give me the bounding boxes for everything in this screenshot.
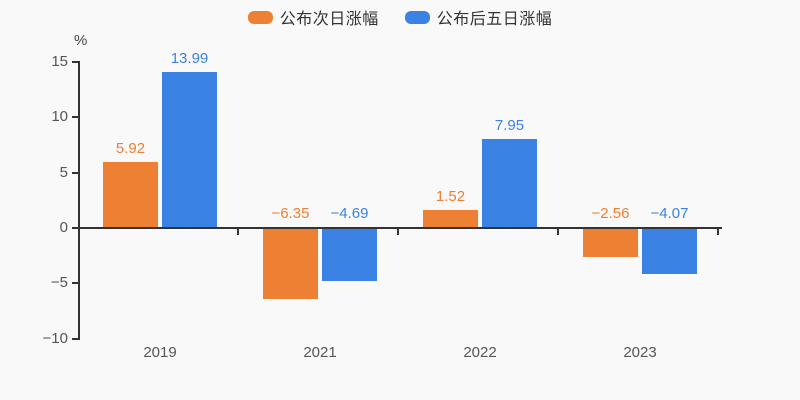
bar-value-label: −4.07 [650,205,689,222]
y-axis-tick-label: −5 [50,274,68,292]
y-axis-line [78,60,80,340]
bar-value-label: −4.69 [330,205,369,222]
x-axis-tick [557,229,559,235]
y-axis-tick [72,171,78,174]
x-axis-line [78,227,722,229]
x-axis-tick [237,229,239,235]
legend-swatch-orange-icon [247,10,273,24]
x-axis-tick [717,229,719,235]
legend-item-next-day-change[interactable]: 公布次日涨幅 [247,5,379,29]
y-axis-tick-label: 15 [51,52,68,70]
bar-公布后五日涨幅-2022 [482,139,537,227]
bar-value-label: 5.92 [115,139,146,157]
y-axis-tick [72,282,78,285]
bar-公布后五日涨幅-2019 [162,72,217,227]
bar-公布后五日涨幅-2021 [322,229,377,281]
bar-公布次日涨幅-2022 [423,210,478,227]
legend-item-five-day-change[interactable]: 公布后五日涨幅 [404,5,553,29]
y-axis-tick-label: 0 [59,219,68,236]
bar-value-label: 1.52 [435,188,466,206]
x-axis-category-label: 2022 [463,344,497,361]
y-axis-tick-label: 10 [51,108,68,126]
x-axis-category-label: 2019 [143,344,177,361]
y-axis-tick [72,116,78,119]
x-axis-tick [397,229,399,235]
y-axis-tick-label: −10 [42,329,68,347]
legend-label-five-day-change: 公布后五日涨幅 [436,11,553,28]
bar-公布次日涨幅-2023 [583,229,638,258]
y-axis-tick [72,227,78,229]
x-axis-category-label: 2021 [303,344,337,361]
legend-swatch-blue-icon [404,10,430,24]
bar-value-label: 13.99 [170,50,209,68]
y-axis-tick [72,337,78,340]
bar-value-label: −6.35 [271,205,310,222]
x-axis-category-label: 2023 [623,344,657,361]
y-axis-unit-label: % [74,32,88,49]
legend-label-next-day-change: 公布次日涨幅 [279,11,379,28]
bar-公布次日涨幅-2019 [103,161,158,227]
legend: 公布次日涨幅 公布后五日涨幅 [0,6,800,28]
bar-公布次日涨幅-2021 [263,229,318,300]
bar-公布后五日涨幅-2023 [642,229,697,275]
bar-value-label: −2.56 [591,205,630,222]
y-axis-tick-label: 5 [59,163,68,181]
bar-value-label: 7.95 [494,117,525,134]
y-axis-tick [72,60,78,63]
